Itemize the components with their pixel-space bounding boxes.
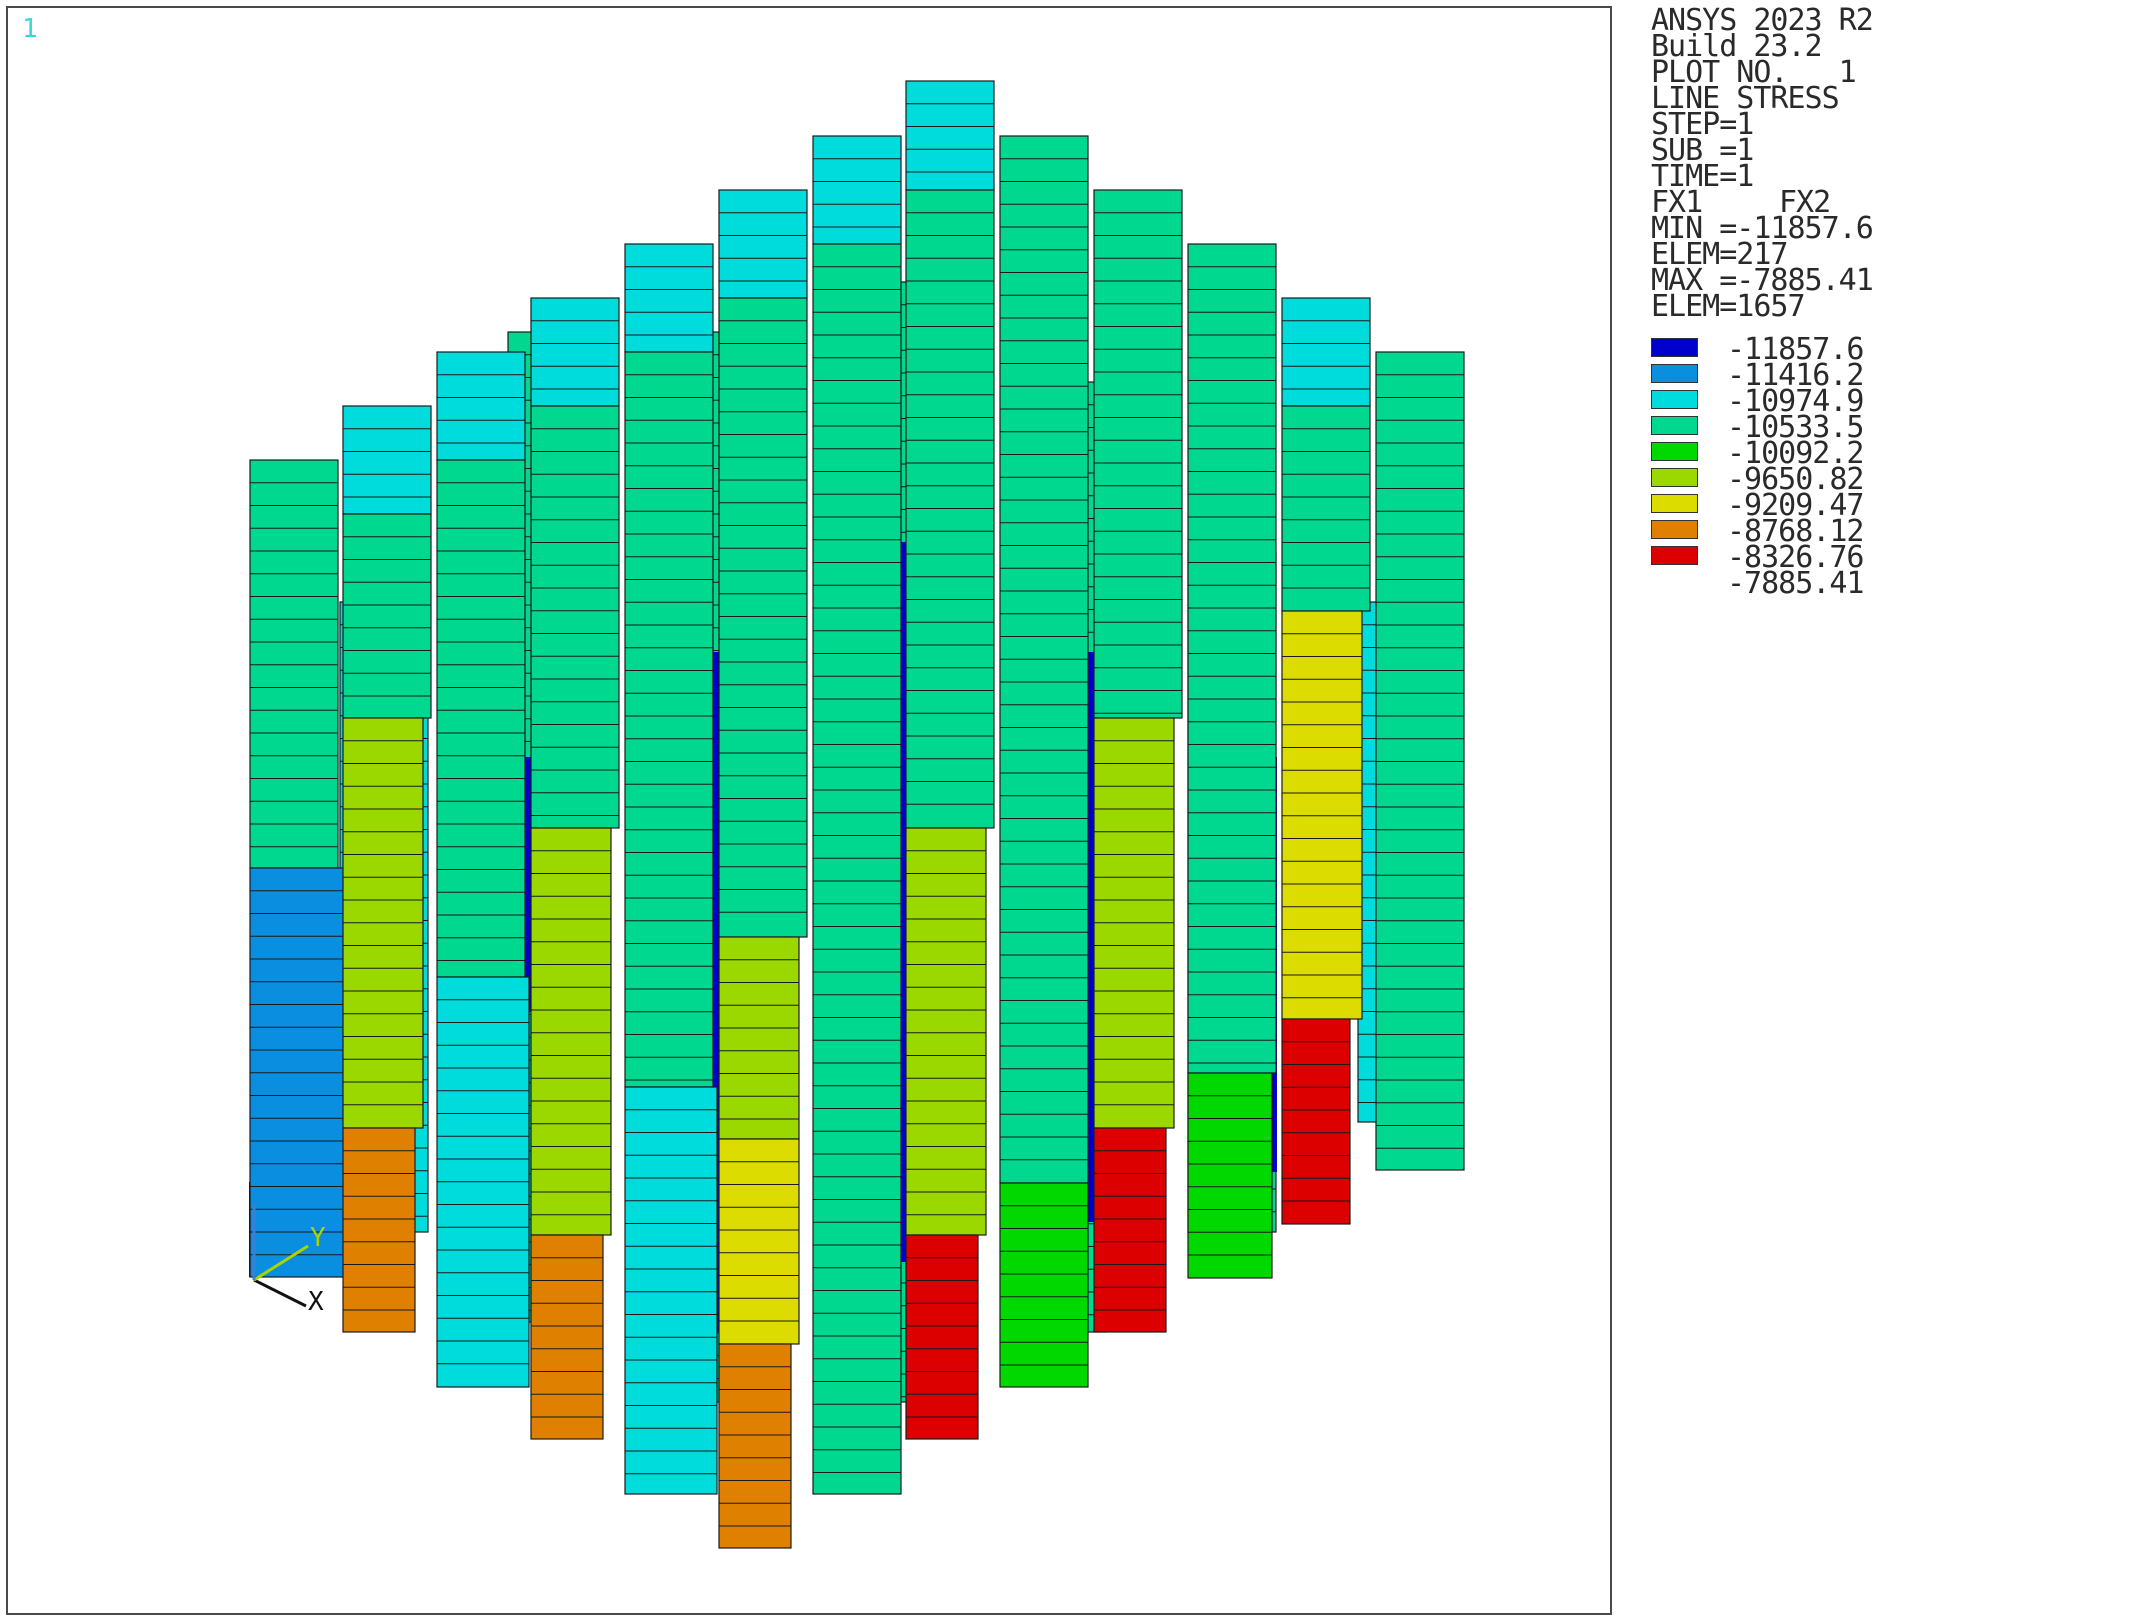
- min-stress-sliver: [712, 652, 721, 1332]
- beam-segment: [718, 1138, 800, 1345]
- line-stress-contour-plot: XY: [249, 80, 1465, 1549]
- fx1-label: FX1: [1651, 185, 1703, 220]
- min-element-label: ELEM=217: [1651, 237, 1789, 272]
- beam-segment: [436, 459, 526, 978]
- triad-y-label: Y: [310, 1223, 326, 1253]
- beam-segment: [1187, 243, 1277, 1074]
- legend-row: -10092.2: [1651, 436, 1864, 471]
- beam-segment: [718, 1343, 792, 1549]
- triad-x-label: X: [308, 1287, 324, 1317]
- legend-swatch: [1651, 545, 1698, 565]
- beam-segment: [530, 405, 620, 829]
- legend-swatch: [1651, 337, 1698, 357]
- beam-segment: [812, 135, 902, 245]
- legend-swatch: [1651, 389, 1698, 409]
- max-value-label: MAX =-7885.41: [1651, 263, 1874, 298]
- min-stress-sliver: [525, 757, 534, 1012]
- beam-segment: [342, 405, 432, 515]
- legend-value: -9650.82: [1727, 462, 1864, 497]
- step-label: STEP=1: [1651, 107, 1754, 142]
- triad-y-axis: [253, 1244, 309, 1282]
- beam-segment: [1281, 297, 1371, 407]
- legend-value: -7885.41: [1727, 566, 1864, 601]
- legend-row: -9650.82: [1651, 462, 1864, 497]
- min-stress-sliver: [898, 542, 907, 1262]
- plot-type-label: LINE STRESS: [1651, 81, 1840, 116]
- beam-segment: [812, 243, 902, 1495]
- legend-value: -9209.47: [1727, 488, 1864, 523]
- triad-x-axis: [253, 1278, 307, 1308]
- legend-swatch: [1651, 363, 1698, 383]
- beam-segment: [342, 1127, 416, 1333]
- legend-swatch: [1651, 441, 1698, 461]
- legend-row: -11416.2: [1651, 358, 1864, 393]
- beam-segment: [530, 297, 620, 407]
- time-label: TIME=1: [1651, 159, 1754, 194]
- beam-segment: [1093, 1127, 1167, 1333]
- plot-number-label: PLOT NO. 1: [1651, 55, 1857, 90]
- beam-segment: [436, 351, 526, 461]
- beam-segment: [624, 351, 714, 1088]
- legend-row: -8768.12: [1651, 514, 1864, 549]
- legend-row: -9209.47: [1651, 488, 1864, 523]
- substep-label: SUB =1: [1651, 133, 1754, 168]
- legend-value: -8768.12: [1727, 514, 1864, 549]
- legend-swatch: [1651, 467, 1698, 487]
- beam-segment: [999, 1182, 1089, 1388]
- legend-row: -7885.41: [1651, 566, 1864, 601]
- beam-segment: [530, 1234, 604, 1440]
- legend-swatch: [1651, 519, 1698, 539]
- legend-row: -10974.9: [1651, 384, 1864, 419]
- legend-value: -10533.5: [1727, 410, 1864, 445]
- legend-value: -11857.6: [1727, 332, 1864, 367]
- legend-row: -11857.6: [1651, 332, 1864, 367]
- fx-labels-row: FX1 FX2: [1651, 185, 2131, 220]
- beam-segment: [1281, 405, 1371, 612]
- legend-row: -10533.5: [1651, 410, 1864, 445]
- beam-segment: [718, 936, 800, 1140]
- beam-segment: [1281, 1018, 1351, 1225]
- legend-swatch: [1651, 415, 1698, 435]
- beam-segment: [1093, 189, 1183, 719]
- beam-segment: [1187, 1072, 1273, 1279]
- legend-value: -10974.9: [1727, 384, 1864, 419]
- beam-segment: [624, 243, 714, 353]
- contour-legend: -11857.6 -11416.2 -10974.9 -10533.5 -100…: [1651, 332, 1864, 601]
- beam-segment: [905, 80, 995, 191]
- beam-segment: [530, 827, 612, 1236]
- beam-segment: [718, 297, 808, 938]
- max-element-label: ELEM=1657: [1651, 289, 1806, 324]
- beam-segment: [905, 827, 987, 1236]
- beam-segment: [249, 459, 339, 869]
- beam-segment: [718, 189, 808, 299]
- beam-segment: [905, 1234, 979, 1440]
- build-label: Build 23.2: [1651, 29, 1823, 64]
- window-number-label: 1: [22, 14, 38, 44]
- legend-swatch: [1651, 493, 1698, 513]
- legend-row: -8326.76: [1651, 540, 1864, 575]
- legend-value: -11416.2: [1727, 358, 1864, 393]
- beam-segment: [342, 513, 432, 719]
- plot-info-panel: ANSYS 2023 R2 Build 23.2 PLOT NO. 1 LINE…: [1651, 3, 2131, 324]
- legend-value: -10092.2: [1727, 436, 1864, 471]
- legend-value: -8326.76: [1727, 540, 1864, 575]
- product-label: ANSYS 2023 R2: [1651, 3, 1874, 38]
- min-stress-sliver: [1088, 652, 1097, 1222]
- min-value-label: MIN =-11857.6: [1651, 211, 1874, 246]
- fx2-label: FX2: [1779, 185, 1831, 220]
- beam-segment: [1281, 610, 1363, 1020]
- beam-segment: [624, 1086, 718, 1495]
